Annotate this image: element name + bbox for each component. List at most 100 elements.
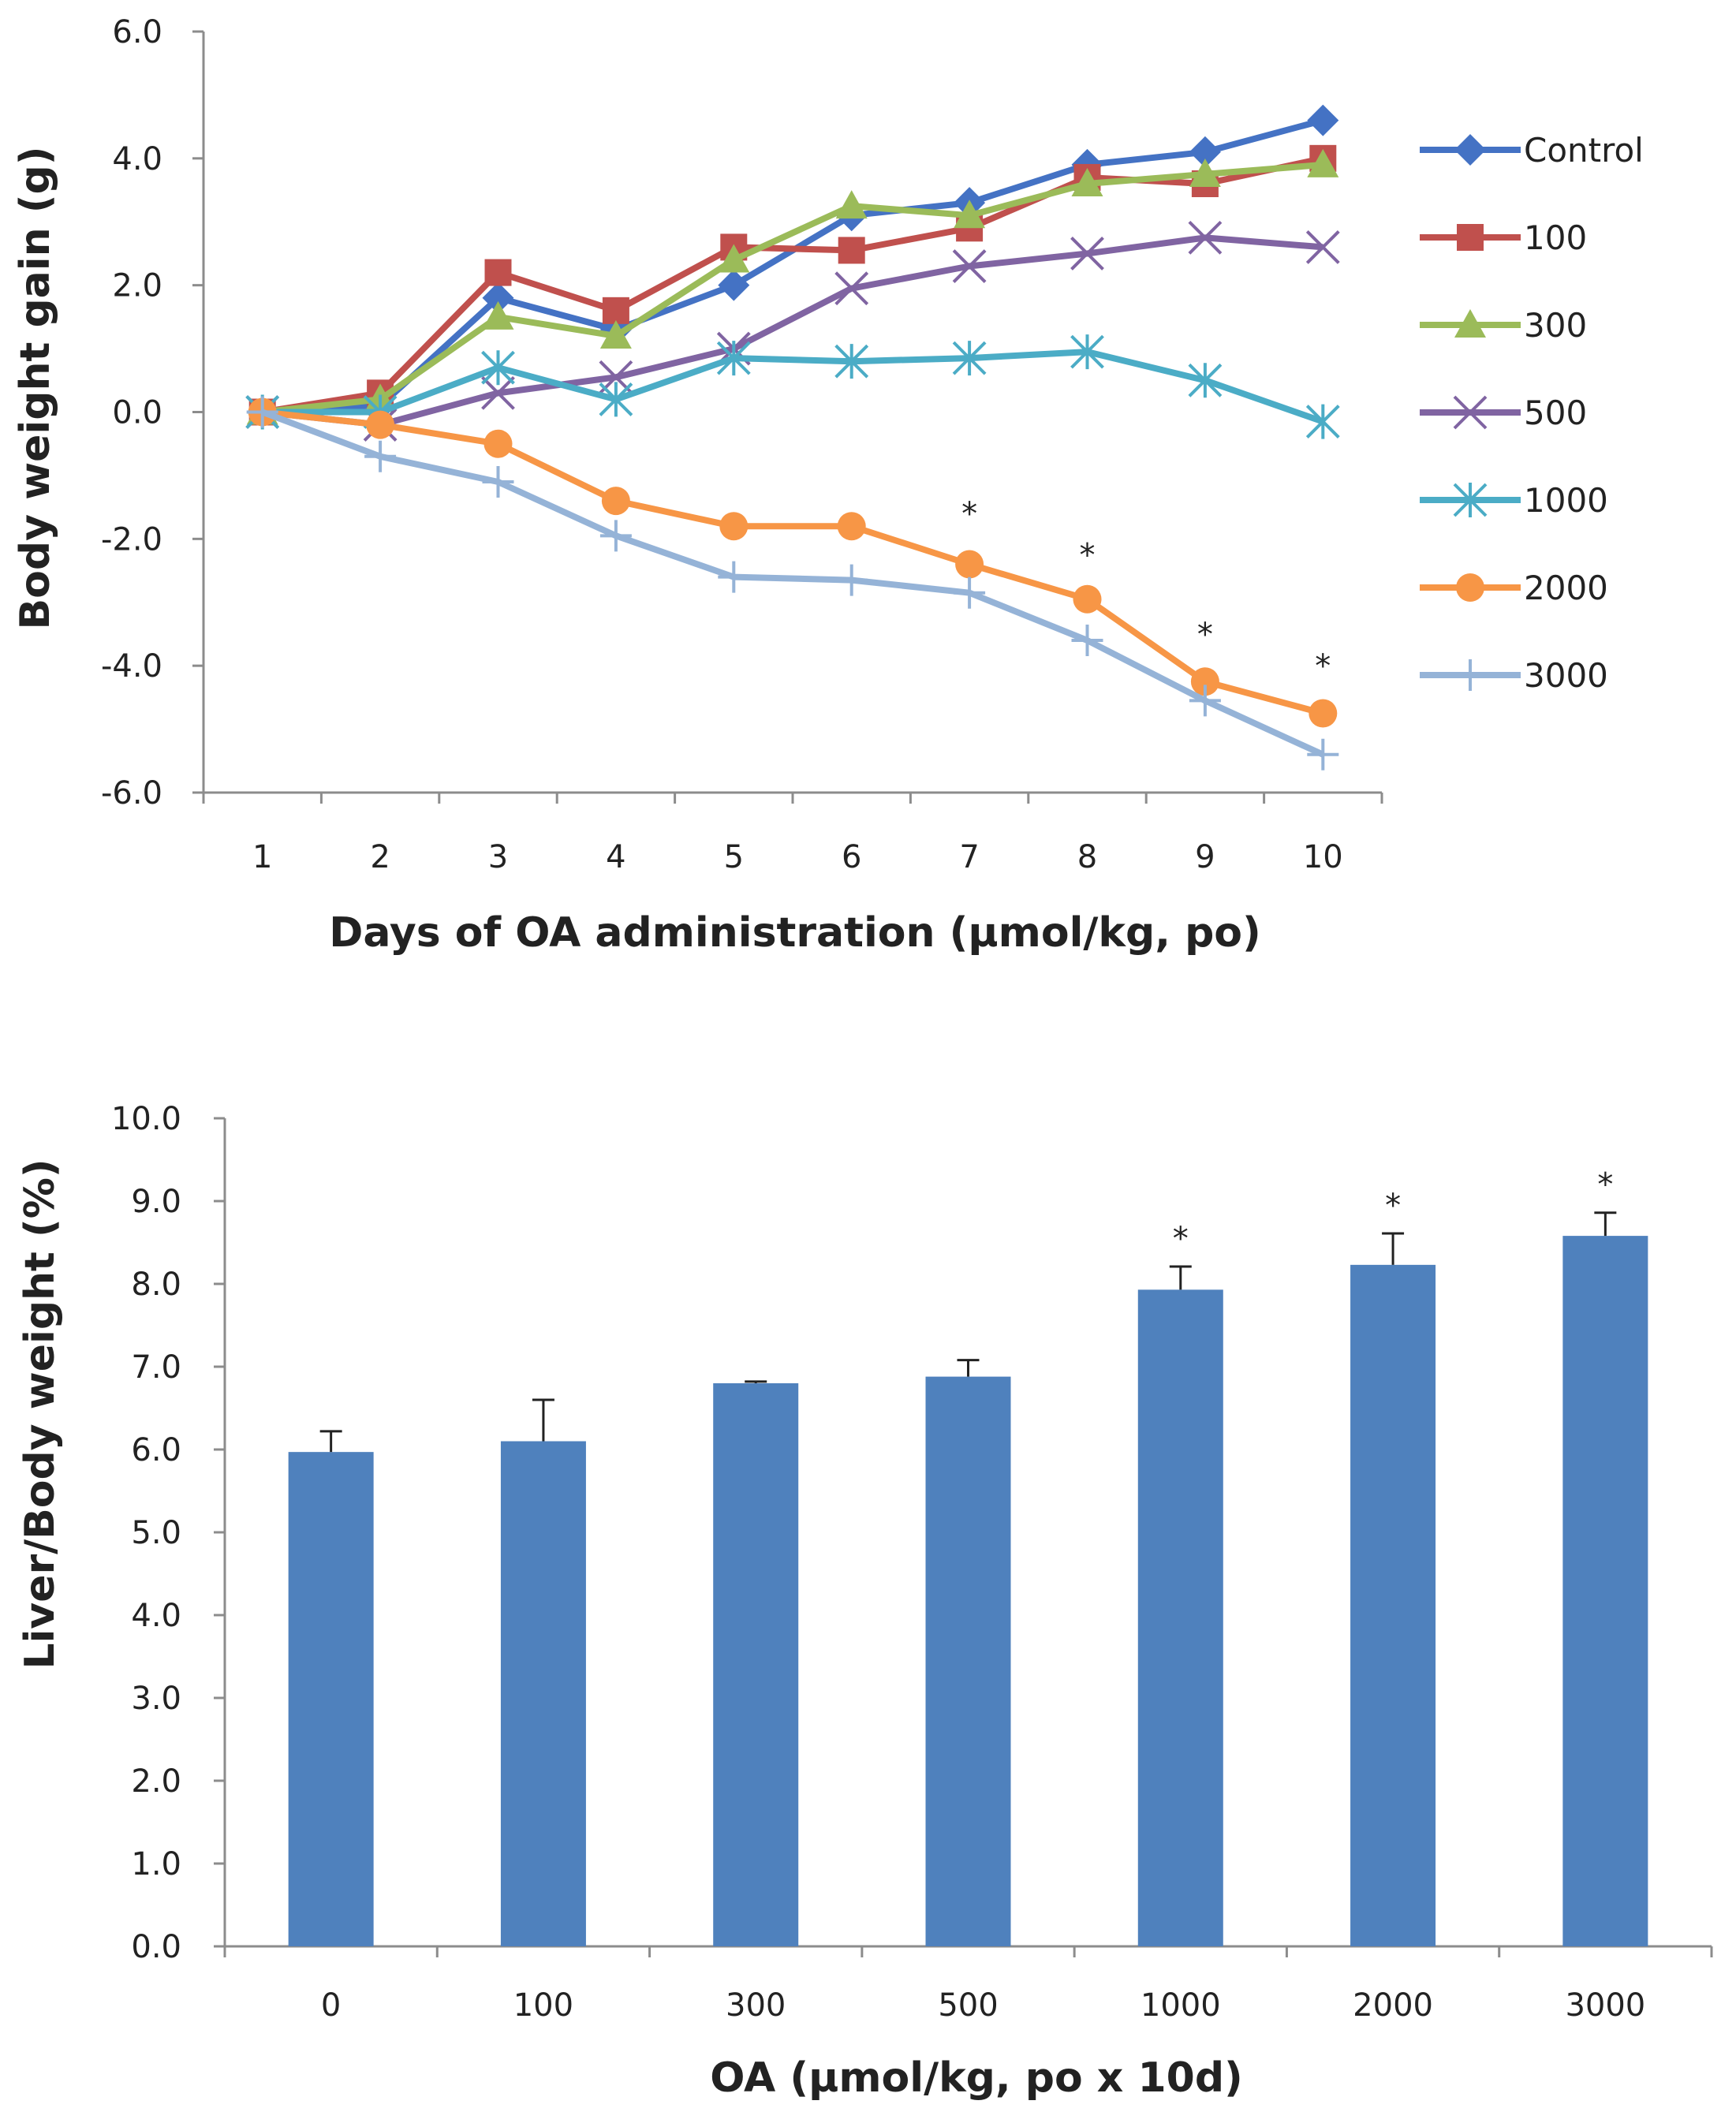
legend-item-500: 500 xyxy=(1420,394,1587,432)
data-point xyxy=(1189,685,1221,717)
bar-chart-y-tick-label: 10.0 xyxy=(111,1101,181,1137)
data-point xyxy=(1188,220,1223,255)
bar xyxy=(1350,1264,1436,1946)
data-point xyxy=(1305,404,1340,439)
legend-item-300: 300 xyxy=(1420,306,1587,345)
legend-item-control: Control xyxy=(1420,131,1644,170)
line-chart-y-tick-label: 4.0 xyxy=(112,141,162,177)
bar-group-3000: * xyxy=(1562,1167,1648,1946)
series-line xyxy=(261,409,1324,758)
significance-marker: * xyxy=(1173,1221,1189,1257)
bar xyxy=(1137,1289,1223,1946)
bar-group-500 xyxy=(925,1359,1011,1946)
bar xyxy=(713,1383,799,1946)
series-300 xyxy=(246,148,1339,425)
data-point xyxy=(834,344,869,379)
data-point xyxy=(1457,224,1484,251)
data-point xyxy=(1071,625,1103,656)
significance-marker: * xyxy=(1315,648,1331,685)
data-point xyxy=(835,564,868,596)
data-point xyxy=(1188,363,1223,398)
line-chart-y-tick-label: -2.0 xyxy=(101,521,162,558)
series-line xyxy=(262,161,1323,416)
data-point xyxy=(1453,483,1488,517)
bar-chart-y-ticks: 10.0 9.0 8.0 7.0 6.0 5.0 4.0 3.0 2.0 1.0 0.0 xyxy=(111,1101,225,1965)
line-chart-x-tick-label: 8 xyxy=(1077,839,1097,875)
series-line xyxy=(262,349,1324,425)
data-point xyxy=(481,375,515,410)
data-point xyxy=(366,410,395,439)
legend-label: 500 xyxy=(1524,394,1587,432)
bar xyxy=(288,1452,374,1946)
data-point xyxy=(1070,334,1104,370)
data-point xyxy=(1454,134,1486,166)
data-point xyxy=(954,576,986,609)
series-2000 xyxy=(248,397,1338,728)
data-point xyxy=(482,465,514,498)
data-point xyxy=(837,512,866,541)
bar-chart-y-tick-label: 1.0 xyxy=(131,1846,181,1882)
bar xyxy=(500,1441,586,1946)
bar-chart-x-ticks: 0 100 300 500 1000 2000 3000 xyxy=(321,1987,1645,2024)
data-point xyxy=(602,297,629,324)
significance-marker: * xyxy=(1197,617,1213,653)
bar-chart-y-tick-label: 4.0 xyxy=(131,1598,181,1634)
body-weight-line-chart: 6.04.02.00.0-2.0-4.0-6.0 1 2 3 4 5 6 7 8 9 10 ***… xyxy=(12,14,1644,957)
bar-group-100 xyxy=(500,1398,586,1946)
legend-item-2000: 2000 xyxy=(1420,569,1608,607)
bar-chart-x-tick-label: 3000 xyxy=(1565,1987,1645,2024)
data-point xyxy=(838,237,865,264)
legend-label: 1000 xyxy=(1524,481,1608,520)
bar-chart-x-axis-title: OA (μmol/kg, po x 10d) xyxy=(710,2054,1243,2102)
bar-group-300 xyxy=(713,1380,799,1946)
bar-chart-y-tick-label: 6.0 xyxy=(131,1432,181,1468)
line-chart-y-tick-label: 2.0 xyxy=(112,268,162,304)
series-500 xyxy=(245,220,1340,442)
data-point xyxy=(1071,168,1103,196)
legend-item-1000: 1000 xyxy=(1420,481,1608,520)
bar-chart-y-tick-label: 3.0 xyxy=(131,1681,181,1717)
data-point xyxy=(1454,309,1486,338)
line-chart-x-tick-label: 7 xyxy=(959,839,979,875)
data-point xyxy=(599,520,632,552)
data-point xyxy=(364,440,397,472)
data-point xyxy=(718,561,750,593)
data-point xyxy=(484,259,512,286)
bar-chart-y-tick-label: 7.0 xyxy=(131,1349,181,1386)
data-point xyxy=(483,429,513,458)
bar-chart-x-tick-label: 500 xyxy=(938,1987,998,2024)
data-point xyxy=(601,487,630,516)
data-point xyxy=(952,249,987,283)
liver-weight-bar-chart: 10.0 9.0 8.0 7.0 6.0 5.0 4.0 3.0 2.0 1.0 0.0 * * * 0… xyxy=(17,1101,1713,2102)
data-point xyxy=(482,300,514,330)
legend-item-100: 100 xyxy=(1420,218,1587,257)
series-line xyxy=(262,409,1324,717)
series-line xyxy=(262,234,1323,428)
bar-chart-x-tick-label: 0 xyxy=(321,1987,341,2024)
line-chart-x-tick-label: 6 xyxy=(842,839,861,875)
significance-marker: * xyxy=(961,496,977,532)
line-chart-x-tick-label: 3 xyxy=(488,839,508,875)
bar-chart-x-tick-label: 2000 xyxy=(1353,1987,1433,2024)
significance-marker: * xyxy=(1080,537,1096,573)
line-chart-x-tick-label: 10 xyxy=(1303,839,1343,875)
line-chart-annotations: * * * * xyxy=(961,496,1331,685)
bar-chart-x-tick-label: 300 xyxy=(726,1987,786,2024)
data-point xyxy=(1189,158,1221,187)
bar-chart-y-tick-label: 2.0 xyxy=(131,1763,181,1800)
data-point xyxy=(835,190,868,219)
bar-group-2000: * xyxy=(1350,1188,1436,1946)
line-chart-x-axis-title: Days of OA administration (μmol/kg, po) xyxy=(329,909,1261,957)
data-point xyxy=(952,341,987,376)
line-chart-x-tick-label: 4 xyxy=(606,839,625,875)
bar-chart-x-tick-label: 1000 xyxy=(1141,1987,1221,2024)
line-chart-x-tick-label: 5 xyxy=(724,839,744,875)
line-chart-y-tick-label: -6.0 xyxy=(101,775,162,812)
bar xyxy=(925,1376,1011,1946)
data-point xyxy=(718,269,750,301)
line-chart-x-tick-label: 2 xyxy=(370,839,390,875)
data-point xyxy=(955,550,984,579)
bar-chart-y-tick-label: 8.0 xyxy=(131,1267,181,1303)
significance-marker: * xyxy=(1385,1188,1401,1224)
